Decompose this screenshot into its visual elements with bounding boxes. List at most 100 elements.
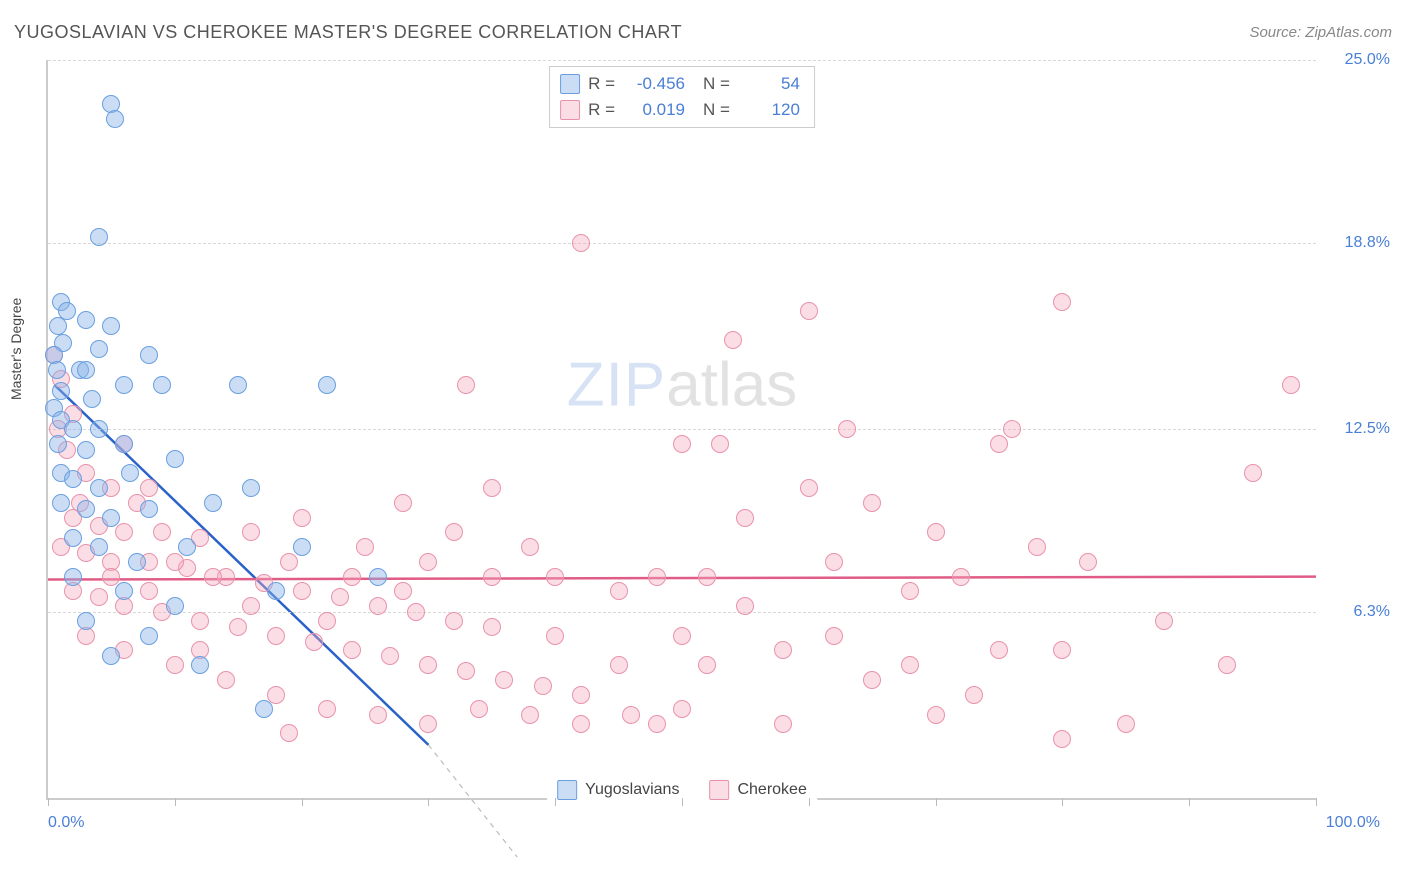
- data-point: [1218, 656, 1236, 674]
- data-point: [191, 656, 209, 674]
- data-point: [166, 553, 184, 571]
- data-point: [77, 441, 95, 459]
- data-point: [77, 311, 95, 329]
- y-tick-label: 6.3%: [1324, 603, 1390, 621]
- data-point: [77, 612, 95, 630]
- data-point: [1028, 538, 1046, 556]
- data-point: [318, 700, 336, 718]
- data-point: [534, 677, 552, 695]
- x-tick: [48, 798, 49, 806]
- data-point: [280, 553, 298, 571]
- data-point: [267, 627, 285, 645]
- data-point: [1079, 553, 1097, 571]
- data-point: [166, 450, 184, 468]
- gridline: [48, 612, 1316, 613]
- x-tick: [682, 798, 683, 806]
- data-point: [102, 317, 120, 335]
- data-point: [572, 715, 590, 733]
- data-point: [128, 553, 146, 571]
- data-point: [648, 715, 666, 733]
- data-point: [521, 538, 539, 556]
- data-point: [77, 500, 95, 518]
- data-point: [242, 523, 260, 541]
- data-point: [83, 390, 101, 408]
- y-tick-label: 12.5%: [1324, 420, 1390, 438]
- data-point: [242, 597, 260, 615]
- data-point: [711, 435, 729, 453]
- data-point: [369, 597, 387, 615]
- swatch-cherokee: [560, 100, 580, 120]
- series-legend: Yugoslavians Cherokee: [547, 780, 817, 800]
- data-point: [369, 568, 387, 586]
- x-tick: [428, 798, 429, 806]
- y-axis-label: Master's Degree: [8, 298, 24, 400]
- data-point: [901, 582, 919, 600]
- data-point: [495, 671, 513, 689]
- x-tick: [302, 798, 303, 806]
- swatch-icon: [557, 780, 577, 800]
- data-point: [673, 627, 691, 645]
- data-point: [546, 568, 564, 586]
- data-point: [102, 509, 120, 527]
- data-point: [1053, 730, 1071, 748]
- data-point: [610, 656, 628, 674]
- data-point: [191, 612, 209, 630]
- data-point: [445, 612, 463, 630]
- data-point: [64, 420, 82, 438]
- stats-legend: R = -0.456 N = 54 R = 0.019 N = 120: [549, 66, 815, 128]
- data-point: [673, 435, 691, 453]
- swatch-yugoslavians: [560, 74, 580, 94]
- data-point: [952, 568, 970, 586]
- plot-area: ZIPatlas R = -0.456 N = 54 R = 0.019 N =…: [46, 60, 1316, 800]
- data-point: [394, 582, 412, 600]
- data-point: [483, 479, 501, 497]
- data-point: [800, 302, 818, 320]
- data-point: [90, 588, 108, 606]
- data-point: [166, 656, 184, 674]
- data-point: [293, 582, 311, 600]
- x-tick: [1062, 798, 1063, 806]
- data-point: [267, 686, 285, 704]
- data-point: [318, 376, 336, 394]
- legend-item-cherokee: Cherokee: [709, 780, 806, 800]
- x-tick: [175, 798, 176, 806]
- watermark: ZIPatlas: [567, 349, 797, 420]
- data-point: [305, 633, 323, 651]
- data-point: [457, 662, 475, 680]
- data-point: [293, 509, 311, 527]
- data-point: [521, 706, 539, 724]
- x-tick: [1316, 798, 1317, 806]
- data-point: [724, 331, 742, 349]
- data-point: [445, 523, 463, 541]
- data-point: [419, 656, 437, 674]
- data-point: [825, 627, 843, 645]
- data-point: [736, 509, 754, 527]
- data-point: [927, 706, 945, 724]
- data-point: [1003, 420, 1021, 438]
- stats-row-cherokee: R = 0.019 N = 120: [560, 97, 800, 123]
- chart-title: YUGOSLAVIAN VS CHEROKEE MASTER'S DEGREE …: [14, 22, 682, 42]
- data-point: [280, 724, 298, 742]
- data-point: [64, 529, 82, 547]
- data-point: [990, 435, 1008, 453]
- data-point: [49, 435, 67, 453]
- data-point: [838, 420, 856, 438]
- x-tick: [936, 798, 937, 806]
- data-point: [90, 420, 108, 438]
- y-tick-label: 18.8%: [1324, 234, 1390, 252]
- data-point: [927, 523, 945, 541]
- data-point: [483, 618, 501, 636]
- data-point: [140, 500, 158, 518]
- data-point: [736, 597, 754, 615]
- data-point: [140, 627, 158, 645]
- data-point: [64, 568, 82, 586]
- data-point: [419, 715, 437, 733]
- data-point: [825, 553, 843, 571]
- data-point: [863, 671, 881, 689]
- data-point: [90, 479, 108, 497]
- gridline: [48, 429, 1316, 430]
- data-point: [457, 376, 475, 394]
- data-point: [204, 568, 222, 586]
- stats-row-yugoslavians: R = -0.456 N = 54: [560, 71, 800, 97]
- data-point: [52, 494, 70, 512]
